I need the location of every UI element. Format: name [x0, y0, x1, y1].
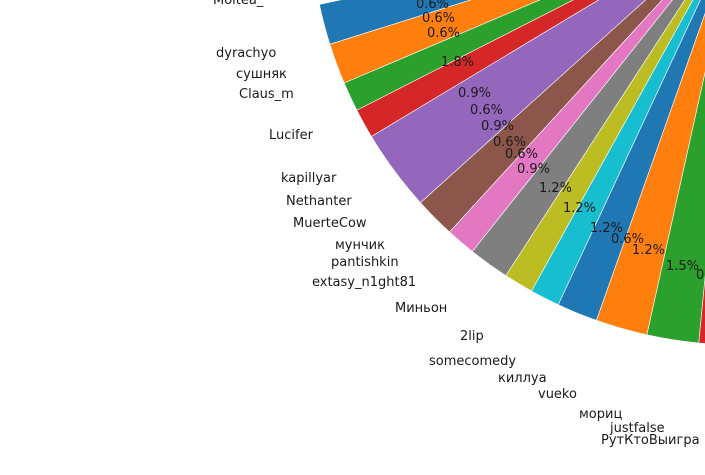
- slice-category-label: Moltea_: [213, 0, 264, 8]
- slice-percent-label: 0: [696, 268, 704, 283]
- slice-percent-label: 0.6%: [470, 103, 503, 118]
- slice-percent-label: 0.9%: [481, 119, 514, 134]
- slice-percent-label: 1.2%: [632, 243, 665, 258]
- slice-category-label: somecomedy: [429, 354, 516, 369]
- slice-percent-label: 0.6%: [422, 11, 455, 26]
- slice-percent-label: 1.8%: [441, 55, 474, 70]
- slice-category-label: kapillyar: [281, 171, 337, 186]
- slice-percent-label: 0.6%: [427, 26, 460, 41]
- slice-percent-label: 0.9%: [458, 86, 491, 101]
- slice-category-label: extasy_n1ght81: [312, 275, 416, 290]
- slice-category-label: РутКтоВыигра: [601, 433, 700, 448]
- slice-category-label: сушняк: [236, 67, 287, 82]
- slice-category-label: justfalse: [609, 421, 665, 436]
- slice-percent-label: 0.6%: [416, 0, 449, 12]
- slice-percent-label: 1.2%: [590, 221, 623, 236]
- slice-category-label: Claus_m: [239, 87, 294, 102]
- slice-percent-label: 1.5%: [666, 259, 699, 274]
- slice-category-label: Миньон: [395, 301, 447, 316]
- slice-category-label: pantishkin: [331, 255, 399, 270]
- slice-percent-label: 1.2%: [563, 201, 596, 216]
- slice-percent-label: 0.6%: [611, 232, 644, 247]
- slice-category-label: Nethanter: [286, 194, 352, 209]
- slice-category-label: MuerteCow: [293, 216, 367, 231]
- pie-slice: [698, 275, 705, 344]
- slice-category-label: vueko: [538, 387, 577, 402]
- slice-category-label: 2lip: [460, 329, 484, 344]
- slice-category-label: мориц: [579, 407, 622, 422]
- slice-category-label: киллуа: [498, 371, 547, 386]
- slice-percent-label: 0.6%: [493, 135, 526, 150]
- slice-percent-label: 0.6%: [505, 147, 538, 162]
- slice-percent-label: 1.2%: [539, 181, 572, 196]
- slice-category-label: Lucifer: [269, 128, 314, 143]
- slice-category-label: мунчик: [335, 238, 385, 253]
- slice-category-label: dyrachyo: [216, 46, 276, 61]
- slice-percent-label: 0.9%: [517, 162, 550, 177]
